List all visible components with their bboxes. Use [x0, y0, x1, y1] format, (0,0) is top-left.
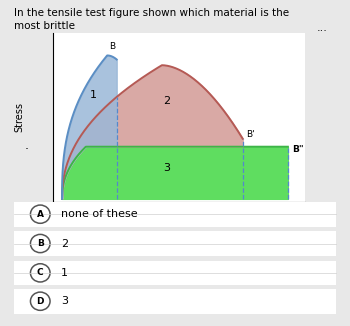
Text: none of these: none of these — [61, 209, 138, 219]
Text: ·: · — [25, 143, 29, 156]
Text: C': C' — [238, 203, 247, 212]
Text: ...: ... — [316, 23, 328, 33]
Text: A: A — [37, 210, 44, 219]
Text: B': B' — [246, 130, 255, 139]
Text: 1: 1 — [89, 90, 96, 100]
Text: 2: 2 — [163, 96, 170, 106]
Text: Stress: Stress — [15, 102, 25, 132]
Text: 3: 3 — [61, 296, 68, 306]
Text: C: C — [113, 203, 120, 212]
Text: 2: 2 — [61, 239, 68, 248]
Text: D: D — [36, 297, 44, 306]
Text: C": C" — [282, 203, 294, 212]
Text: In the tensile test figure shown which material is the
most brittle: In the tensile test figure shown which m… — [14, 8, 289, 31]
Text: B: B — [37, 239, 44, 248]
Text: 3: 3 — [163, 163, 170, 173]
Text: 1: 1 — [61, 268, 68, 278]
Text: B": B" — [293, 145, 304, 154]
Text: C: C — [37, 268, 43, 277]
Text: B: B — [110, 42, 116, 51]
Text: A: A — [52, 203, 58, 212]
X-axis label: Strain: Strain — [163, 213, 194, 223]
